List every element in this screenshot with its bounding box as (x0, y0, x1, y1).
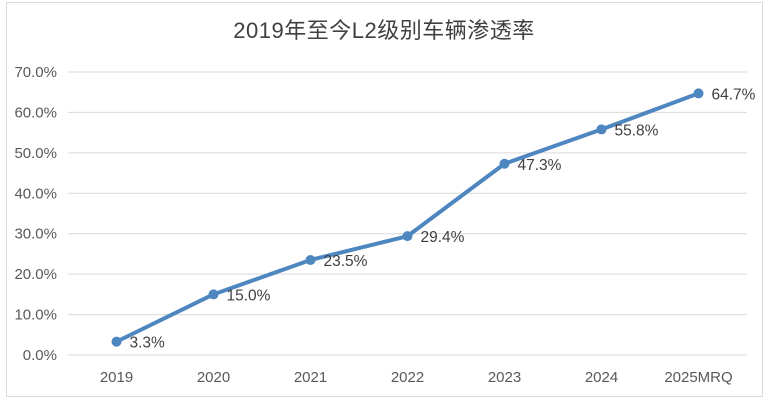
x-axis-tick-label: 2022 (391, 369, 424, 386)
y-axis-tick-label: 30.0% (14, 226, 57, 243)
x-axis-tick-label: 2021 (294, 369, 327, 386)
x-axis-tick-label: 2023 (488, 369, 521, 386)
chart-title: 2019年至今L2级别车辆渗透率 (233, 18, 535, 43)
data-label: 23.5% (324, 253, 368, 270)
series-line (114, 91, 701, 344)
data-label: 15.0% (227, 287, 271, 304)
data-point-marker (596, 124, 607, 135)
data-label: 29.4% (421, 229, 465, 246)
y-axis-tick-label: 20.0% (14, 266, 57, 283)
data-point-marker (208, 289, 219, 300)
data-point-marker (402, 231, 413, 242)
data-point-marker (305, 254, 316, 265)
data-point-marker (693, 88, 704, 99)
data-label: 64.7% (712, 86, 756, 103)
data-label: 47.3% (518, 157, 562, 174)
x-axis-tick-label: 2025MRQ (664, 369, 732, 386)
data-label: 3.3% (130, 335, 166, 352)
x-axis-tick-label: 2020 (197, 369, 230, 386)
y-axis-tick-label: 50.0% (14, 145, 57, 162)
x-axis-tick-label: 2024 (585, 369, 618, 386)
x-axis-tick-label: 2019 (100, 369, 133, 386)
data-point-marker (499, 158, 510, 169)
y-axis-tick-label: 40.0% (14, 185, 57, 202)
y-axis-tick-label: 10.0% (14, 307, 57, 324)
y-axis-tick-label: 70.0% (14, 64, 57, 81)
y-axis-tick-label: 60.0% (14, 104, 57, 121)
data-label: 55.8% (615, 122, 659, 139)
y-axis-tick-label: 0.0% (23, 347, 57, 364)
data-point-marker (111, 336, 122, 347)
